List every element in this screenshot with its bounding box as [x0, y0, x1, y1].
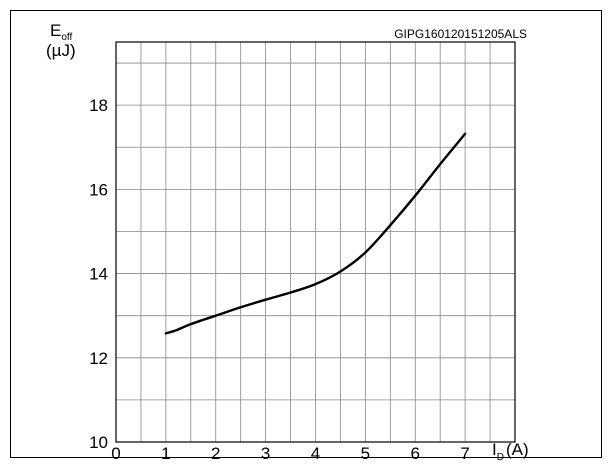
x-tick-label: 5 — [361, 444, 370, 463]
eoff-curve — [164, 132, 467, 335]
y-axis-label: Eoff — [50, 21, 73, 43]
y-axis-unit: (µJ) — [46, 41, 76, 60]
figure-code: GIPG160120151205ALS — [394, 27, 527, 41]
x-tick-label: 2 — [211, 444, 220, 463]
y-tick-label: 18 — [89, 96, 108, 115]
x-axis-label: ID (A) — [492, 440, 529, 463]
y-tick-label: 14 — [89, 265, 108, 284]
x-tick-label: 6 — [411, 444, 420, 463]
y-tick-labels: 10 12 14 16 18 — [89, 96, 108, 452]
y-tick-label: 10 — [89, 433, 108, 452]
x-tick-label: 3 — [261, 444, 270, 463]
x-tick-label: 7 — [460, 444, 469, 463]
grid-lines — [116, 42, 515, 442]
y-tick-label: 16 — [89, 180, 108, 199]
y-tick-label: 12 — [89, 349, 108, 368]
x-tick-label: 4 — [311, 444, 320, 463]
x-tick-labels: 0 1 2 3 4 5 6 7 — [111, 444, 470, 463]
plot-area-border — [115, 41, 516, 443]
x-tick-label: 0 — [111, 444, 120, 463]
chart-frame — [10, 10, 602, 458]
x-tick-label: 1 — [161, 444, 170, 463]
